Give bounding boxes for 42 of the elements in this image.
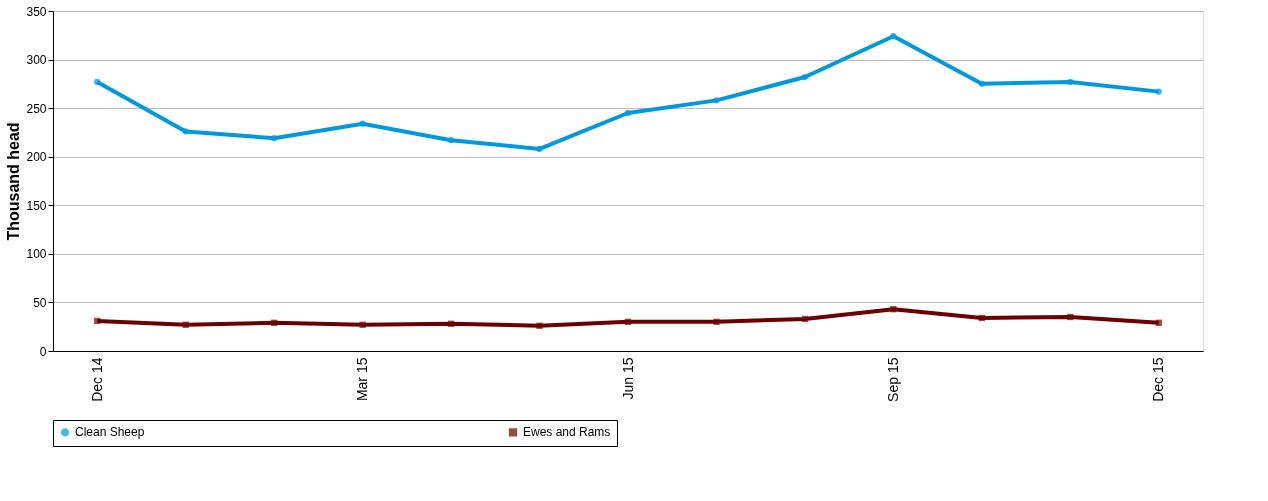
point [890,306,897,313]
point [359,120,366,127]
point [890,33,897,40]
point [536,145,543,153]
point [270,319,278,326]
point [270,135,278,142]
y-tick-label: 250 [26,101,47,116]
legend-label: Ewes and Rams [523,425,611,440]
point [94,78,101,86]
point [94,317,101,325]
point [978,80,986,88]
point [447,320,455,327]
point [359,321,366,328]
point [536,322,543,329]
y-tick-label: 350 [26,4,47,19]
point [182,321,189,328]
point [182,128,189,135]
y-tick-label: 200 [26,150,47,165]
point [1155,319,1162,326]
point [801,315,809,323]
x-tick-label: Dec 15 [1150,357,1167,402]
point [624,318,632,326]
x-tick-label: Jun 15 [619,357,636,400]
y-tick-label: 100 [26,247,47,262]
point [801,73,809,81]
y-axis-title: Thousand head [5,122,23,241]
y-tick-label: 300 [26,53,47,68]
point [1067,78,1074,86]
y-tick-label: 50 [33,295,47,310]
legend-label: Clean Sheep [75,425,145,440]
y-tick-label: 150 [26,198,47,213]
point [447,137,455,144]
point [1155,88,1162,95]
x-tick-label: Mar 15 [354,357,371,402]
y-tick-label: 0 [39,344,47,359]
x-tick-label: Dec 14 [88,357,105,402]
point [713,97,720,104]
point [713,318,720,326]
x-tick-label: Sep 15 [884,357,901,402]
point [978,314,986,322]
point [624,109,632,117]
point [1067,313,1074,321]
